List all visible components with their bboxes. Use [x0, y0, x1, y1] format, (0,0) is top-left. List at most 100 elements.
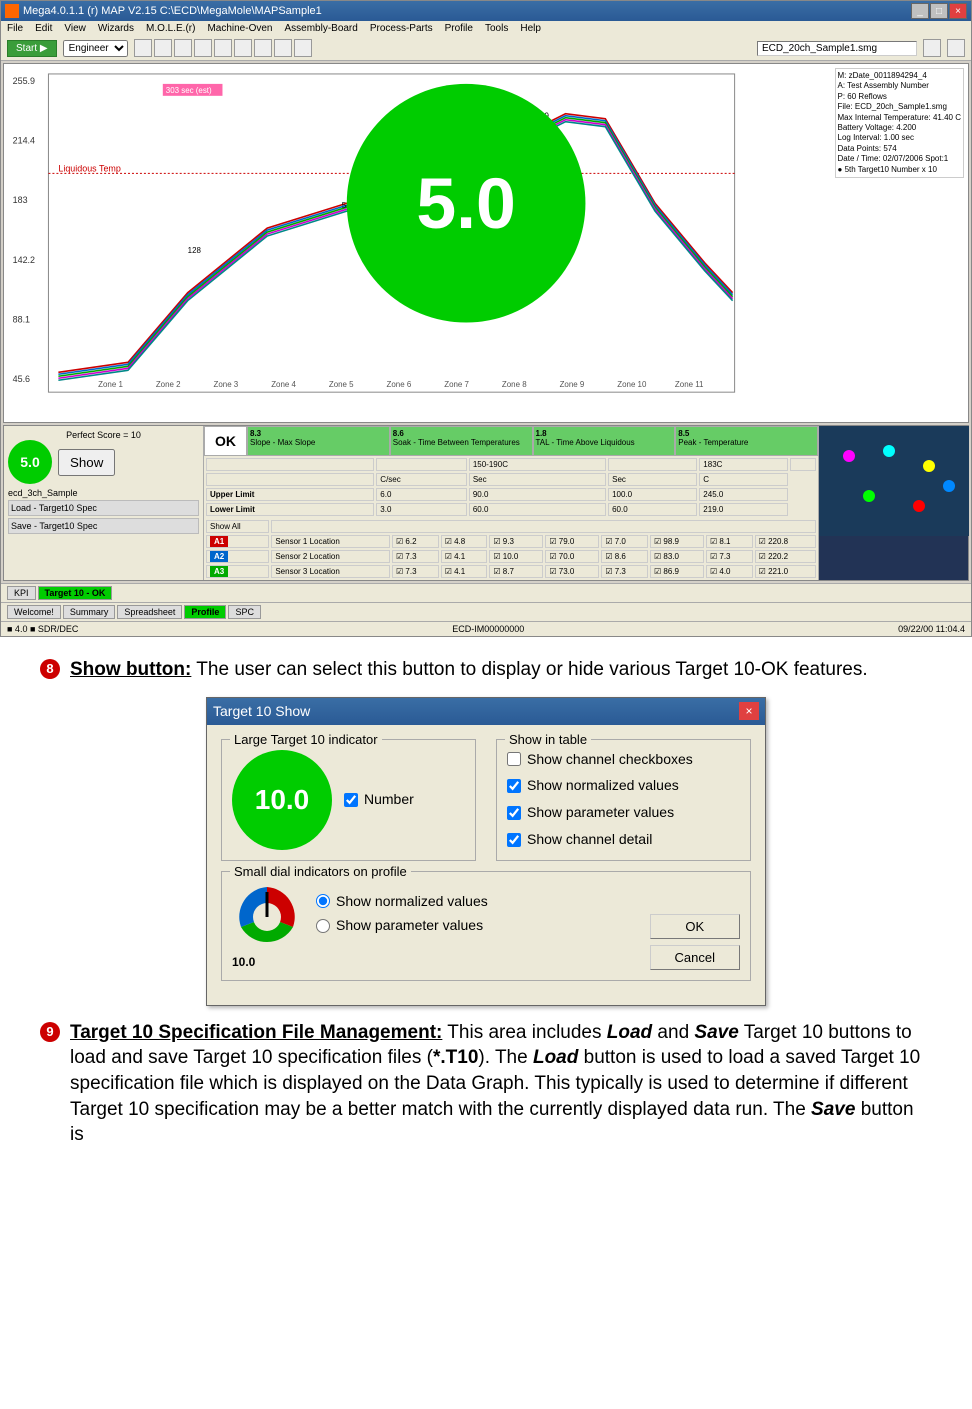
svg-text:183: 183 — [13, 195, 28, 205]
statusbar: ■ 4.0 ■ SDR/DEC ECD-IM00000000 09/22/00 … — [1, 621, 971, 636]
svg-text:45.6: 45.6 — [13, 374, 30, 384]
lower-left: Perfect Score = 10 5.0 Show ecd_3ch_Samp… — [4, 426, 204, 580]
sample-name: ecd_3ch_Sample — [8, 488, 199, 498]
doc-section: 8 Show button: The user can select this … — [0, 637, 972, 1180]
title-text: Mega4.0.1.1 (r) MAP V2.15 C:\ECD\MegaMol… — [23, 5, 911, 17]
svg-text:Zone 9: Zone 9 — [560, 380, 585, 389]
tab[interactable]: Target 10 - OK — [38, 586, 113, 600]
large-indicator-circle: 10.0 — [232, 750, 332, 850]
status-right: 09/22/00 11:04.4 — [898, 624, 965, 634]
tool-icon[interactable] — [254, 39, 272, 57]
dialog-titlebar: Target 10 Show × — [207, 698, 765, 725]
show-checkbox[interactable]: Show channel detail — [507, 830, 740, 849]
tab[interactable]: SPC — [228, 605, 261, 619]
maximize-button[interactable]: □ — [930, 3, 948, 19]
svg-text:Zone 8: Zone 8 — [502, 380, 527, 389]
ok-indicator: OK — [204, 426, 247, 456]
menu-item[interactable]: Process-Parts — [370, 23, 433, 34]
start-button[interactable]: Start ▶ — [7, 40, 57, 57]
channel-table: Show AllA1Sensor 1 Location☑ 6.2☑ 4.8☑ 9… — [204, 518, 818, 580]
svg-text:Zone 7: Zone 7 — [444, 380, 469, 389]
toolbar-icon-group — [134, 39, 312, 57]
tool-icon[interactable] — [154, 39, 172, 57]
ok-button[interactable]: OK — [650, 914, 740, 939]
tab[interactable]: Summary — [63, 605, 116, 619]
menu-item[interactable]: Profile — [445, 23, 473, 34]
show-checkbox[interactable]: Show normalized values — [507, 776, 740, 795]
menu-item[interactable]: Tools — [485, 23, 508, 34]
tool-icon[interactable] — [234, 39, 252, 57]
dial-caption: 10.0 — [232, 954, 302, 970]
cancel-button[interactable]: Cancel — [650, 945, 740, 970]
close-button[interactable]: × — [949, 3, 967, 19]
lower-mid: OK 8.3Slope - Max Slope8.6Soak - Time Be… — [204, 426, 818, 580]
lower-panel: Perfect Score = 10 5.0 Show ecd_3ch_Samp… — [3, 425, 969, 581]
status-left: ■ 4.0 ■ SDR/DEC — [7, 624, 78, 634]
bullet-9-title: Target 10 Specification File Management: — [70, 1022, 442, 1043]
tab[interactable]: Spreadsheet — [117, 605, 182, 619]
top-marker: 303 sec (est) — [166, 86, 212, 95]
channel-row: A3Sensor 3 Location☑ 7.3☑ 4.1☑ 8.7☑ 73.0… — [206, 565, 816, 578]
dialog-title: Target 10 Show — [213, 702, 310, 721]
show-button[interactable]: Show — [58, 449, 115, 476]
tool-icon[interactable] — [134, 39, 152, 57]
bullet-num-8: 8 — [40, 659, 60, 679]
svg-text:Zone 1: Zone 1 — [98, 380, 123, 389]
menu-item[interactable]: Assembly-Board — [284, 23, 357, 34]
score-value-large: 5.0 — [416, 164, 516, 244]
menu-item[interactable]: Edit — [35, 23, 52, 34]
number-checkbox[interactable]: Number — [344, 790, 414, 809]
tool-icon[interactable] — [174, 39, 192, 57]
menu-item[interactable]: View — [64, 23, 86, 34]
status-mid: ECD-IM00000000 — [452, 624, 524, 634]
menu-item[interactable]: M.O.L.E.(r) — [146, 23, 195, 34]
app-icon — [5, 4, 19, 18]
bullet-8: 8 Show button: The user can select this … — [40, 657, 932, 683]
tool-icon[interactable] — [923, 39, 941, 57]
svg-text:Zone 11: Zone 11 — [675, 380, 704, 389]
tool-icon[interactable] — [274, 39, 292, 57]
svg-text:Zone 6: Zone 6 — [387, 380, 412, 389]
board-image — [818, 426, 968, 580]
tool-icon[interactable] — [294, 39, 312, 57]
show-checkbox[interactable]: Show parameter values — [507, 803, 740, 822]
tab[interactable]: Profile — [184, 605, 226, 619]
load-spec-button[interactable]: Load - Target10 Spec — [8, 500, 199, 516]
menu-item[interactable]: Help — [520, 23, 541, 34]
menu-item[interactable]: Machine-Oven — [207, 23, 272, 34]
profile-chart: 255.9214.4183142.288.145.6 Liquidous Tem… — [4, 64, 968, 422]
dial-radio[interactable]: Show parameter values — [316, 916, 488, 935]
minimize-button[interactable]: _ — [911, 3, 929, 19]
tool-icon[interactable] — [214, 39, 232, 57]
menu-item[interactable]: Wizards — [98, 23, 134, 34]
menu-item[interactable]: File — [7, 23, 23, 34]
tool-icon[interactable] — [947, 39, 965, 57]
bullet-num-9: 9 — [40, 1022, 60, 1042]
channel-row: A1Sensor 1 Location☑ 6.2☑ 4.8☑ 9.3☑ 79.0… — [206, 535, 816, 548]
tab[interactable]: Welcome! — [7, 605, 61, 619]
file-field[interactable]: ECD_20ch_Sample1.smg — [757, 41, 917, 56]
spec-table: 150-190C183C C/secSecSecC Upper Limit6.0… — [204, 456, 818, 518]
param-col: 8.3Slope - Max Slope — [247, 426, 390, 456]
bullet-9: 9 Target 10 Specification File Managemen… — [40, 1020, 932, 1148]
score-circle-small: 5.0 — [8, 440, 52, 484]
group1-title: Large Target 10 indicator — [230, 731, 382, 749]
liquidous-label: Liquidous Temp — [58, 163, 120, 173]
show-table-title: Show in table — [505, 731, 591, 749]
svg-text:Zone 3: Zone 3 — [214, 380, 239, 389]
svg-text:Zone 10: Zone 10 — [617, 380, 647, 389]
dial-radio[interactable]: Show normalized values — [316, 892, 488, 911]
perfect-score-label: Perfect Score = 10 — [8, 430, 199, 440]
target10-show-dialog: Target 10 Show × Large Target 10 indicat… — [206, 697, 766, 1006]
tab[interactable]: KPI — [7, 586, 36, 600]
tool-icon[interactable] — [194, 39, 212, 57]
menubar: File Edit View Wizards M.O.L.E.(r) Machine-Ov… — [1, 21, 971, 36]
channel-row: A2Sensor 2 Location☑ 7.3☑ 4.1☑ 10.0☑ 70.… — [206, 550, 816, 563]
svg-text:Zone 4: Zone 4 — [271, 380, 296, 389]
show-checkbox[interactable]: Show channel checkboxes — [507, 750, 740, 769]
role-dropdown[interactable]: Engineer — [63, 40, 128, 57]
save-spec-button[interactable]: Save - Target10 Spec — [8, 518, 199, 534]
dialog-close-button[interactable]: × — [739, 702, 759, 720]
info-box: M: zDate_0011894294_4A: Test Assembly Nu… — [835, 68, 964, 178]
svg-text:255.9: 255.9 — [13, 76, 35, 86]
